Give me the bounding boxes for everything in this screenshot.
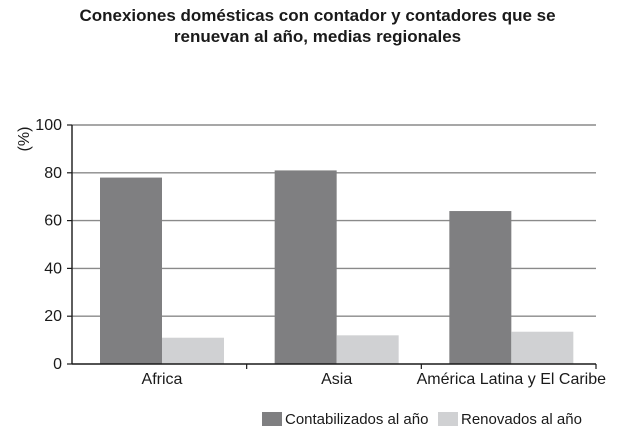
legend-swatch [262,412,282,426]
y-tick-label: 60 [44,213,62,230]
y-tick-label: 0 [53,356,62,373]
bar-renovados [511,331,574,364]
x-category-labels: Africa Asia América Latina y El Caribe [142,371,607,388]
bar-contabilizados [274,170,337,364]
chart-title-line-1: Conexiones domésticas con contador y con… [79,6,556,25]
bar-contabilizados [100,177,162,364]
x-category-label: América Latina y El Caribe [417,371,607,388]
legend-label: Renovados al año [461,411,582,428]
legend-label: Contabilizados al año [285,411,428,428]
y-tick-label: 20 [44,308,62,325]
bar-renovados [162,337,224,364]
y-tick-label: 40 [44,260,62,277]
legend: Contabilizados al año Renovados al año [262,411,582,428]
bars [100,170,574,364]
chart-title-line-2: renuevan al año, medias regionales [173,27,462,46]
x-category-label: Africa [142,371,183,388]
chart-title: Conexiones domésticas con contador y con… [0,5,635,47]
bar-renovados [336,335,399,364]
legend-swatch [438,412,458,426]
x-category-label: Asia [321,371,352,388]
y-tick-label: 100 [35,117,62,134]
axes [67,124,597,369]
y-tick-labels: 0 20 40 60 80 100 [35,117,62,373]
bar-contabilizados [449,211,512,364]
y-axis-label: (%) [16,127,33,152]
y-tick-label: 80 [44,165,62,182]
